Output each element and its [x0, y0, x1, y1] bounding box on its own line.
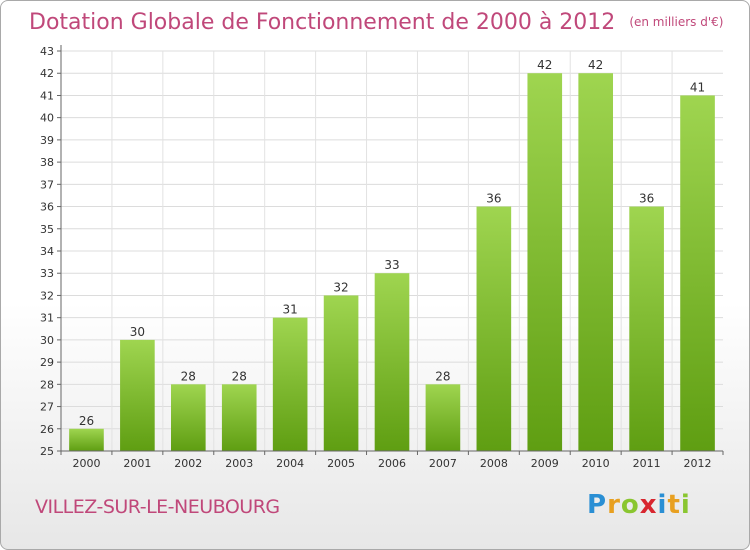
- x-tick-label: 2012: [684, 457, 712, 470]
- bars: [69, 73, 715, 451]
- x-tick-label: 2004: [276, 457, 304, 470]
- x-tick-label: 2006: [378, 457, 406, 470]
- y-tick-label: 30: [40, 334, 54, 347]
- bar-value-label: 28: [435, 369, 450, 383]
- bar: [272, 317, 308, 451]
- y-tick-label: 25: [40, 445, 54, 458]
- bar: [120, 339, 155, 451]
- x-tick-label: 2007: [429, 457, 457, 470]
- x-tick-label: 2008: [480, 457, 508, 470]
- bar-value-label: 42: [588, 58, 603, 72]
- y-tick-label: 28: [40, 378, 54, 391]
- y-tick-label: 26: [40, 423, 54, 436]
- y-tick-label: 31: [40, 312, 54, 325]
- labels: 25 26 27 28 29 30 31 32 33 34 35 36 37 38 39 40 41 42 43 26…: [40, 45, 712, 470]
- bar-value-label: 28: [232, 369, 247, 383]
- y-tick-label: 32: [40, 289, 54, 302]
- bar: [629, 206, 664, 451]
- chart-title-block: Dotation Globale de Fonctionnement de 20…: [29, 7, 723, 37]
- x-tick-label: 2000: [72, 457, 100, 470]
- bar: [425, 384, 461, 451]
- bar: [680, 95, 715, 451]
- x-tick-label: 2002: [174, 457, 202, 470]
- bar-value-label: 30: [130, 325, 145, 339]
- y-tick-label: 41: [40, 89, 54, 102]
- bar: [476, 206, 512, 451]
- y-tick-label: 40: [40, 112, 54, 125]
- y-tick-label: 43: [40, 45, 54, 58]
- x-tick-label: 2005: [327, 457, 355, 470]
- x-tick-label: 2011: [633, 457, 661, 470]
- x-tick-label: 2003: [225, 457, 253, 470]
- bar: [69, 428, 104, 451]
- y-tick-label: 37: [40, 178, 54, 191]
- x-tick-label: 2009: [531, 457, 559, 470]
- x-tick-label: 2010: [582, 457, 610, 470]
- y-tick-label: 33: [40, 267, 54, 280]
- axes: [57, 45, 724, 455]
- bar-value-label: 32: [333, 280, 348, 294]
- x-tick-label: 2001: [123, 457, 151, 470]
- bar-value-label: 28: [181, 369, 196, 383]
- bar: [578, 73, 614, 451]
- bar-value-label: 41: [690, 80, 705, 94]
- y-tick-label: 42: [40, 67, 54, 80]
- bar-value-label: 33: [384, 258, 399, 272]
- chart-subtitle: (en milliers d'€): [629, 15, 724, 29]
- chart-title: Dotation Globale de Fonctionnement de 20…: [29, 10, 616, 35]
- y-tick-label: 27: [40, 401, 54, 414]
- bar: [374, 273, 410, 451]
- bar-value-label: 42: [537, 58, 552, 72]
- y-tick-label: 34: [40, 245, 54, 258]
- location-label: VILLEZ-SUR-LE-NEUBOURG: [35, 496, 280, 518]
- y-tick-label: 36: [40, 201, 54, 214]
- bar: [170, 384, 206, 451]
- bar-value-label: 31: [283, 303, 298, 317]
- bar-value-label: 36: [486, 192, 501, 206]
- proxiti-logo: Proxiti: [587, 490, 691, 520]
- y-tick-label: 38: [40, 156, 54, 169]
- y-tick-label: 29: [40, 356, 54, 369]
- bar: [527, 73, 563, 451]
- bar: [221, 384, 257, 451]
- y-tick-label: 35: [40, 223, 54, 236]
- y-tick-label: 39: [40, 134, 54, 147]
- bar-value-label: 36: [639, 192, 654, 206]
- bar: [323, 295, 359, 451]
- bar-value-label: 26: [79, 414, 94, 428]
